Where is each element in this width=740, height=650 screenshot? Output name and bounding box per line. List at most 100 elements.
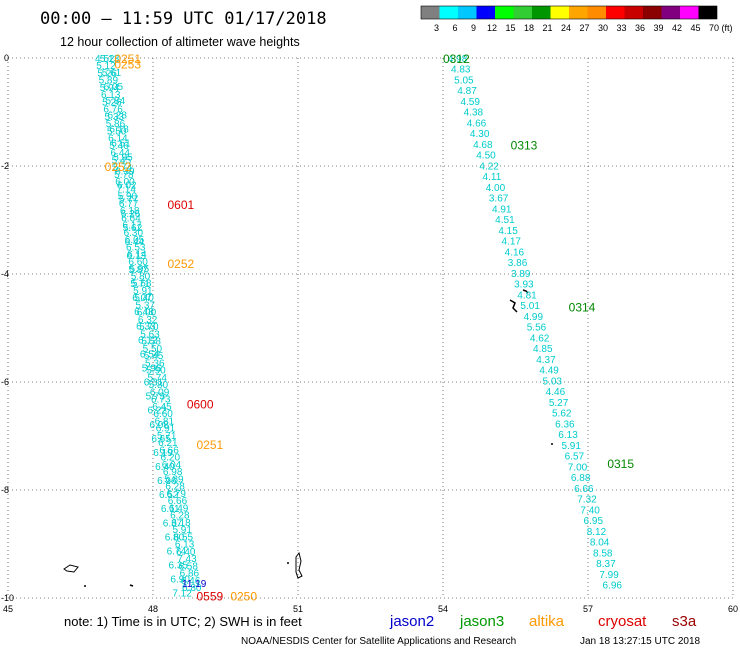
swh-value: 4.15 (498, 226, 518, 237)
swh-value: 6.13 (175, 540, 195, 551)
swh-value: 5.80 (131, 271, 151, 282)
pass-time-label: 0253 (114, 57, 141, 71)
swh-value: 6.95 (584, 516, 604, 527)
swh-value: 6.07 (132, 293, 152, 304)
swh-value: 6.60 (153, 409, 173, 420)
y-axis-ticks: 0 -2 -4 -6 -8 -10 (1, 53, 14, 603)
swh-value: 6.88 (571, 473, 591, 484)
x-axis-ticks: 45 48 51 54 57 60 (3, 604, 738, 614)
pass-time-label: 0251 (114, 52, 141, 66)
swh-value: 6.54 (140, 349, 160, 360)
swh-value: 4.59 (460, 97, 480, 108)
swh-value: 7.40 (580, 505, 600, 516)
scale-swatch (513, 6, 532, 19)
swh-value: 5.78 (114, 170, 134, 181)
swh-value: 6.96 (603, 581, 623, 592)
swh-value: 6.05 (125, 235, 145, 246)
swh-value: 5.71 (130, 279, 150, 290)
swh-value: 6.58 (178, 561, 198, 572)
x-tick-label: 60 (728, 604, 738, 614)
color-scale-legend: 3 6 9 12 15 18 21 24 27 30 33 36 39 42 45 70 (ft) (420, 5, 733, 33)
swh-value: 4.46 (546, 387, 566, 398)
pass-time-label: 0600 (187, 398, 214, 412)
swh-value: 4.38 (464, 108, 484, 119)
swh-value: 5.71 (157, 431, 177, 442)
swh-value: 5.73 (146, 392, 166, 403)
swh-value: 5.46 (109, 141, 129, 152)
swh-value: 6.46 (181, 576, 201, 587)
scale-swatch (495, 6, 514, 19)
swh-value: 6.79 (167, 489, 187, 500)
scale-label: 39 (653, 23, 663, 33)
swh-value: 7.14 (116, 184, 136, 195)
swh-value: 5.95 (130, 264, 150, 275)
y-tick-label: -6 (1, 377, 9, 387)
pass-time-label: 0313 (511, 138, 538, 152)
scale-swatch (698, 6, 717, 19)
swh-value: 5.62 (552, 409, 572, 420)
swh-value: 5.80 (149, 380, 169, 391)
swh-value: 6.51 (111, 138, 131, 149)
swh-value: 6.80 (182, 583, 202, 594)
swh-value: 6.55 (174, 532, 194, 543)
swh-value: 5.94 (100, 83, 120, 94)
swh-value: 5.63 (140, 329, 160, 340)
pass-time-label: 0250 (230, 589, 257, 603)
swh-value: 3.89 (511, 269, 531, 280)
swh-value: 7.43 (177, 554, 197, 565)
swh-value: 5.56 (527, 323, 547, 334)
scale-swatch (476, 6, 495, 19)
swh-value: 5.26 (102, 97, 122, 108)
scale-label: 15 (505, 23, 515, 33)
y-tick-label: -4 (1, 269, 9, 279)
swh-value: 6.33 (136, 321, 156, 332)
scale-label: 6 (452, 23, 457, 33)
footer-note: note: 1) Time is in UTC; 2) SWH is in fe… (64, 614, 302, 629)
pass-time-label: 0315 (607, 457, 634, 471)
swh-value: 5.58 (141, 337, 161, 348)
swh-value: 3.93 (514, 280, 534, 291)
scale-swatch (439, 6, 458, 19)
scale-swatch (421, 6, 440, 19)
swh-value: 7.12 (172, 589, 192, 600)
swh-value: 4.52 (95, 54, 115, 65)
swh-value: 8.58 (593, 548, 613, 559)
swh-value: 6.12 (138, 335, 158, 346)
swh-value: 4.37 (536, 355, 556, 366)
swh-value: 5.95 (113, 152, 133, 163)
swh-value: 4.50 (476, 151, 496, 162)
highlight-values: 11.19 (182, 579, 207, 590)
swh-value: 6.81 (155, 416, 175, 427)
pass-time-label: 0252 (105, 160, 132, 174)
swh-value: 4.81 (517, 290, 537, 301)
swh-value: 6.74 (167, 546, 187, 557)
swh-value: 6.04 (162, 460, 182, 471)
swh-value: 5.74 (147, 373, 167, 384)
scale-label: 33 (616, 23, 626, 33)
y-tick-label: -10 (1, 593, 14, 603)
swh-value: 4.30 (470, 129, 490, 140)
swh-value: 6.36 (555, 419, 575, 430)
swh-value: 6.66 (159, 445, 179, 456)
swh-value: 4.99 (524, 312, 544, 323)
swh-value: 6.32 (138, 315, 158, 326)
land-outline (63, 289, 553, 587)
swh-value: 5.90 (118, 192, 138, 203)
scale-swatch (661, 6, 680, 19)
swh-value: 5.45 (112, 155, 132, 166)
x-tick-label: 54 (438, 604, 448, 614)
swh-value: 8.04 (590, 538, 610, 549)
swh-value: 6.53 (126, 242, 146, 253)
pass-time-label: 0314 (569, 300, 596, 314)
swh-value: 5.70 (139, 322, 159, 333)
swh-value: 6.18 (109, 124, 129, 135)
swh-value: 6.13 (558, 430, 578, 441)
chart-subtitle: 12 hour collection of altimeter wave hei… (60, 35, 300, 49)
pass-time-label: 0601 (168, 198, 195, 212)
scale-label: 27 (579, 23, 589, 33)
swh-value: 6.86 (180, 569, 200, 580)
swh-value: 5.05 (454, 75, 474, 86)
swh-value: 4.83 (451, 65, 471, 76)
swh-value: 5.03 (543, 376, 563, 387)
